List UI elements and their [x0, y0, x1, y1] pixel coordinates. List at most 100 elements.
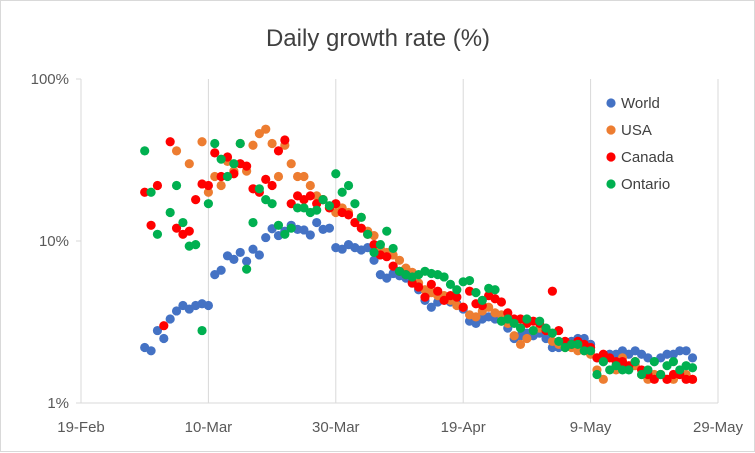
data-point	[146, 220, 156, 230]
data-point	[509, 318, 519, 328]
data-point	[554, 336, 564, 347]
data-point	[687, 363, 698, 373]
data-point	[229, 159, 239, 169]
data-point	[471, 312, 481, 322]
data-point	[496, 297, 507, 307]
data-point	[598, 357, 608, 367]
data-point	[171, 223, 182, 233]
y-tick-label: 100%	[31, 71, 69, 88]
data-point	[197, 137, 207, 147]
data-point	[656, 369, 666, 380]
data-point	[210, 148, 220, 158]
data-point	[318, 195, 328, 205]
legend-label: USA	[621, 122, 652, 139]
data-point	[630, 357, 640, 367]
data-point	[535, 316, 545, 326]
legend-marker	[606, 125, 616, 135]
data-point	[235, 247, 245, 258]
data-point	[165, 137, 175, 147]
y-tick-label: 10%	[39, 233, 69, 250]
data-point	[566, 339, 577, 350]
data-point	[292, 171, 303, 182]
data-point	[363, 229, 373, 239]
data-point	[254, 184, 264, 194]
data-point	[636, 369, 647, 380]
data-point	[273, 171, 284, 182]
y-tick-label: 1%	[47, 395, 69, 412]
data-point	[356, 223, 366, 233]
data-point	[624, 365, 634, 375]
x-tick-label: 29-May	[693, 419, 744, 436]
data-point	[242, 256, 252, 266]
data-point	[286, 159, 296, 169]
data-point	[171, 146, 182, 156]
chart-title: Daily growth rate (%)	[266, 25, 490, 52]
data-point	[439, 295, 449, 305]
data-point	[643, 365, 653, 375]
data-point	[229, 254, 239, 264]
data-point	[592, 369, 602, 380]
legend-label: Canada	[621, 149, 674, 166]
data-point	[382, 273, 392, 283]
x-tick-label: 10-Mar	[185, 419, 233, 436]
data-point	[687, 353, 698, 363]
data-point	[515, 339, 526, 350]
data-point	[159, 321, 169, 331]
data-point	[356, 212, 366, 222]
data-point	[369, 240, 379, 250]
data-point	[242, 264, 252, 274]
data-point	[165, 207, 175, 218]
data-point	[184, 159, 194, 169]
data-point	[267, 199, 277, 209]
data-point	[598, 374, 608, 384]
data-point	[439, 272, 449, 282]
data-point	[337, 187, 347, 197]
data-point	[687, 374, 698, 384]
data-point	[203, 180, 213, 191]
data-point	[675, 346, 685, 356]
data-point	[464, 275, 475, 286]
data-point	[509, 331, 519, 341]
data-point	[171, 306, 182, 316]
data-point	[184, 226, 194, 236]
data-point	[140, 146, 150, 156]
data-point	[471, 288, 481, 298]
data-point	[414, 282, 424, 292]
data-point	[248, 244, 258, 254]
series-ontario	[140, 138, 698, 380]
data-point	[426, 302, 436, 312]
data-point	[617, 365, 628, 375]
data-points	[140, 124, 698, 384]
series-usa	[171, 124, 698, 384]
data-point	[649, 357, 659, 367]
data-point	[350, 199, 360, 209]
data-point	[490, 285, 500, 295]
x-tick-label: 19-Feb	[57, 419, 105, 436]
data-point	[547, 328, 557, 338]
data-point	[165, 314, 175, 324]
data-point	[299, 225, 309, 235]
data-point	[203, 300, 213, 311]
data-point	[197, 325, 207, 336]
data-point	[573, 346, 583, 356]
data-point	[254, 129, 264, 139]
data-point	[662, 374, 672, 384]
data-point	[681, 374, 691, 384]
data-point	[426, 279, 436, 289]
data-point	[586, 346, 596, 356]
data-point	[369, 255, 379, 265]
data-point	[547, 286, 557, 296]
data-point	[420, 292, 430, 302]
data-point	[331, 207, 341, 218]
data-point	[528, 325, 538, 336]
data-point	[394, 255, 405, 265]
data-point	[216, 265, 226, 275]
data-point	[343, 210, 354, 220]
data-point	[242, 161, 252, 171]
data-point	[573, 339, 583, 350]
data-point	[668, 369, 679, 380]
data-point	[312, 217, 322, 228]
data-point	[286, 223, 296, 233]
data-point	[452, 285, 462, 295]
